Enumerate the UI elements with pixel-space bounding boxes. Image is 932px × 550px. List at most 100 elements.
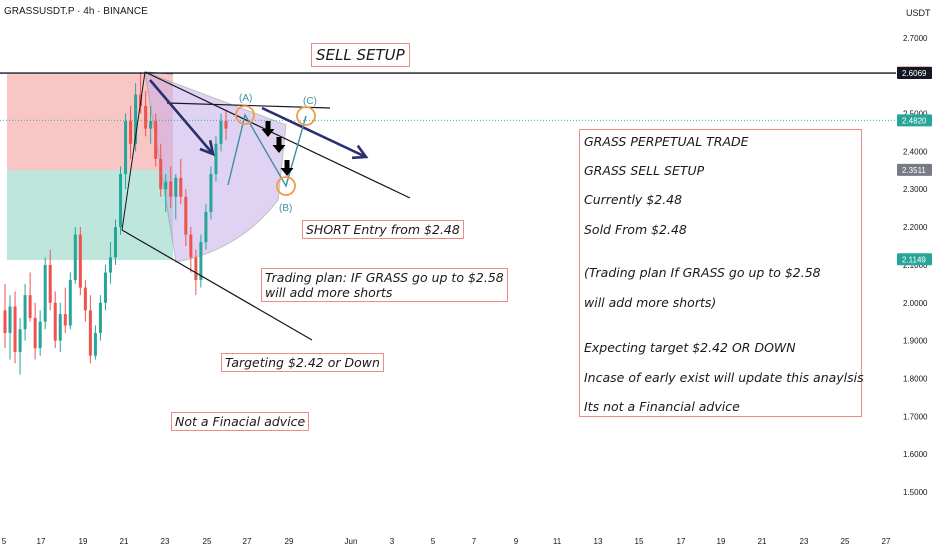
descending-trendline-upper	[144, 71, 411, 199]
info-line-3: Currently $2.48	[584, 192, 683, 207]
y-tick-label: 2.2000	[903, 223, 928, 232]
candle	[23, 283, 27, 341]
candle	[38, 310, 42, 356]
candle-body	[119, 174, 123, 228]
candle-body	[78, 234, 82, 288]
x-tick-label: 11	[553, 537, 562, 546]
candle	[199, 234, 203, 288]
price-label: 2.3511	[897, 163, 932, 176]
candle	[124, 113, 128, 190]
chart-header: GRASSUSDT.P · 4h · BINANCE	[4, 6, 148, 17]
candle-body	[3, 310, 7, 334]
x-tick-label: Jun	[345, 537, 358, 546]
pivot-a-circle	[235, 105, 255, 125]
info-line-1: GRASS PERPETUAL TRADE	[584, 134, 749, 149]
x-tick-label: 27	[243, 537, 252, 546]
candle-body	[179, 177, 183, 197]
candle-body	[164, 181, 168, 190]
pivot-a-label: (A)	[239, 93, 252, 104]
time-axis[interactable]: 5 17 19 21 23 25 27 29 Jun 3 5 7 9 11 13 15 17 19 21 23 25 27	[2, 537, 891, 546]
down-arrow-3	[280, 160, 294, 176]
x-tick-label: 21	[758, 537, 767, 546]
candle-body	[129, 121, 133, 144]
price-label-text: 2.4820	[902, 116, 927, 125]
y-tick-label: 1.5000	[903, 488, 928, 497]
y-tick-label: 1.7000	[903, 412, 928, 421]
candle-body	[23, 295, 27, 330]
candle	[58, 302, 62, 352]
candle-body	[68, 280, 72, 326]
descending-trendline-lower	[121, 229, 313, 341]
candle-body	[144, 105, 148, 129]
candle	[33, 302, 37, 360]
y-tick-label: 2.3000	[903, 185, 928, 194]
pivot-marks: (A) (B) (C)	[227, 93, 317, 214]
candles	[3, 71, 228, 375]
price-label-bg	[897, 114, 932, 127]
candle-body	[73, 234, 77, 281]
candle	[53, 291, 57, 349]
candle-body	[103, 272, 107, 303]
candle-body	[113, 227, 118, 258]
x-tick-label: 29	[285, 537, 294, 546]
trading-plan-line-2: will add more shorts	[265, 285, 393, 300]
candle	[129, 105, 133, 159]
candle-body	[159, 158, 163, 190]
candle-body	[209, 174, 213, 212]
x-tick-label: 17	[677, 537, 686, 546]
info-line-2: GRASS SELL SETUP	[584, 163, 705, 178]
candle	[119, 166, 123, 235]
price-label: 2.4820	[897, 114, 932, 127]
candle	[28, 272, 32, 322]
info-line-9: Its not a Financial advice	[584, 399, 740, 414]
info-line-8: Incase of early exist will update this a…	[584, 370, 864, 385]
candle	[48, 249, 52, 311]
trend-lines	[0, 71, 896, 341]
price-label-bg	[897, 67, 932, 80]
x-tick-label: 9	[514, 537, 519, 546]
short-entry-label: SHORT Entry from $2.48	[302, 220, 464, 239]
y-tick-label: 2.4000	[903, 147, 928, 156]
candle	[113, 219, 118, 265]
impulse-leg	[121, 71, 146, 231]
candle	[219, 113, 223, 152]
trading-plan-label: Trading plan: IF GRASS go up to $2.58 wi…	[261, 268, 508, 302]
currency-label: USDT	[906, 8, 931, 18]
candle-body	[8, 306, 12, 334]
price-axis[interactable]: USDT2.70002.60002.50002.40002.30002.2000…	[896, 0, 932, 550]
candle	[83, 280, 87, 322]
candle	[78, 227, 82, 296]
risk-reward-zones	[7, 74, 173, 260]
y-tick-label: 2.1000	[903, 261, 928, 270]
bearish-arrow-2-shaft	[261, 106, 367, 159]
pivot-c-circle	[296, 106, 316, 126]
bearish-arrow-2-head	[351, 144, 369, 160]
candle-body	[189, 234, 193, 258]
y-tick-label: 1.6000	[903, 450, 928, 459]
x-tick-label: 25	[841, 537, 850, 546]
candle-body	[43, 264, 47, 322]
y-tick-label: 2.7000	[903, 34, 928, 43]
candle	[164, 174, 168, 212]
candle-body	[169, 181, 173, 197]
x-tick-label: 5	[431, 537, 436, 546]
x-tick-label: 21	[120, 537, 129, 546]
candle	[88, 295, 92, 364]
candle	[63, 287, 67, 334]
x-tick-label: 5	[2, 537, 7, 546]
x-tick-label: 19	[79, 537, 88, 546]
candle-body	[184, 196, 188, 235]
candle-body	[48, 264, 52, 303]
candle-body	[124, 121, 128, 175]
y-tick-label: 1.8000	[903, 374, 928, 383]
price-label: 2.1149	[897, 253, 932, 266]
bearish-arrow-2	[261, 106, 369, 160]
abc-zigzag	[227, 113, 307, 188]
candle	[8, 295, 12, 360]
take-profit-zone	[7, 170, 173, 260]
x-tick-label: 3	[390, 537, 395, 546]
candle	[204, 204, 208, 250]
candle-body	[83, 287, 87, 311]
